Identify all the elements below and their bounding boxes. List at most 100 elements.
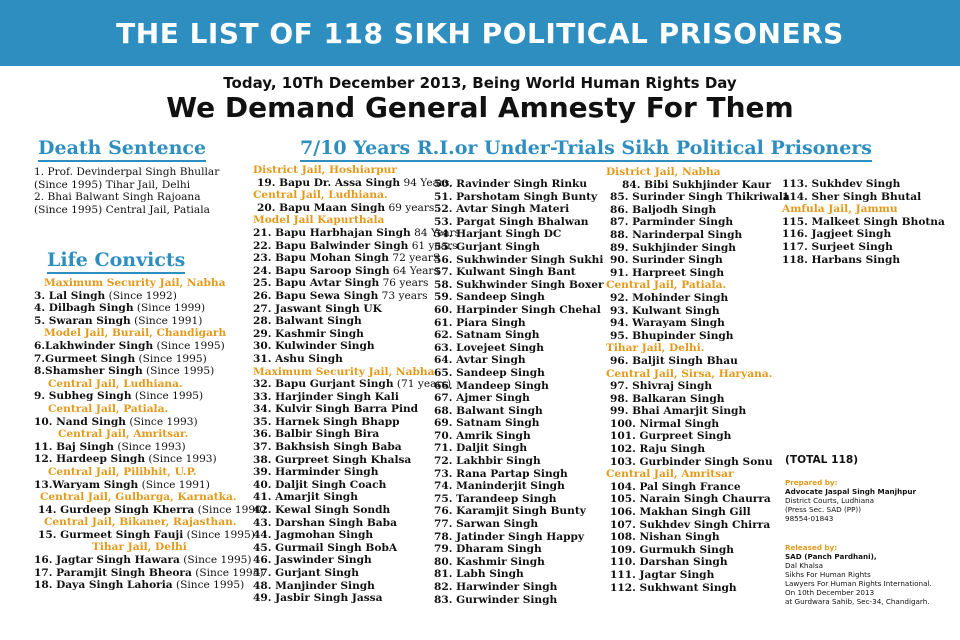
list-item: 45. Gurmail Singh BobA [253, 542, 460, 555]
prisoner-note: 76 years [379, 277, 429, 290]
list-item: 112. Sukhwant Singh [606, 582, 790, 595]
prisoner-note: 72 yearS [388, 252, 441, 265]
prisoner-name: 99. Bhai Amarjit Singh [610, 405, 747, 418]
jail-name: Central Jail, Ludhiana. [253, 189, 388, 202]
list-item: 110. Darshan Singh [606, 556, 790, 569]
prisoner-name: 37. Bakhsish Singh Baba [253, 441, 402, 454]
list-item: 48. Manjinder Singh [253, 580, 460, 593]
list-item: 71. Daljit Singh [434, 442, 604, 455]
list-item: 96. Baljit Singh Bhau [606, 355, 790, 368]
list-item: 41. Amarjit Singh [253, 491, 460, 504]
prisoner-name: 16. Jagtar Singh Hawara [34, 554, 180, 567]
prisoner-name: 40. Daljit Singh Coach [253, 478, 387, 491]
list-item: 66. Mandeep Singh [434, 380, 604, 393]
list-item: 100. Nirmal Singh [606, 418, 790, 431]
prisoner-name: 81. Labh Singh [434, 568, 524, 581]
jail-heading: Amfula Jail, Jammu [782, 203, 945, 216]
list-item: 20. Bapu Maan Singh 69 years. [253, 202, 460, 215]
prisoner-name: 101. Gurpreet Singh [610, 430, 732, 443]
prisoner-name: 61. Piara Singh [434, 316, 526, 329]
prisoner-name: 111. Jagtar Singh [610, 569, 715, 581]
jail-name: Maximum Security Jail, Nabha [253, 365, 435, 378]
jail-name: Model Jail, Burail, Chandigarh [44, 327, 227, 340]
jail-name: Tihar Jail, Delhi [92, 541, 187, 554]
prisoner-name: 47. Gurjant Singh [253, 567, 359, 579]
list-item: 75. Tarandeep Singh [434, 493, 604, 506]
list-item: 51. Parshotam Singh Bunty [434, 191, 604, 204]
prisoner-name: 10. Nand Singh [34, 415, 126, 428]
prisoner-name: 64. Avtar Singh [434, 354, 526, 367]
prisoner-note: (Since 1991) [130, 314, 203, 327]
list-item: 5. Swaran Singh (Since 1991) [34, 315, 266, 328]
prepared-line: Advocate Jaspal Singh Manjhpur [785, 487, 917, 496]
prisoner-name: 41. Amarjit Singh [253, 491, 358, 504]
list-item: 22. Bapu Balwinder Singh 61 years [253, 240, 460, 253]
list-item: 62. Satnam Singh [434, 329, 604, 342]
prisoner-note: (Since 1990) [194, 503, 266, 516]
prisoner-name: 46. Jaswinder Singh [253, 554, 372, 567]
jail-name: Central Jail, Bikaner, Rajasthan. [44, 516, 237, 529]
jail-heading: Tihar Jail, Delhi. [606, 342, 790, 355]
list-item: 80. Kashmir Singh [434, 556, 604, 569]
list-item: 103. Gurbinder Singh Sonu [606, 456, 790, 469]
prisoner-name: 110. Darshan Singh [610, 556, 728, 569]
released-line: Dal Khalsa [785, 561, 824, 570]
list-item: 9. Subheg Singh (Since 1995) [34, 390, 266, 403]
list-item: 21. Bapu Harbhajan Singh 84 Years [253, 227, 460, 240]
prisoner-note: (Since 1995) [183, 528, 255, 541]
prisoner-name: 70. Amrik Singh [434, 429, 531, 442]
list-item: (Since 1995) Tihar Jail, Delhi [34, 179, 219, 192]
list-item: 49. Jasbir Singh Jassa [253, 592, 460, 605]
list-item: 12. Hardeep Singh (Since 1993) [34, 453, 266, 466]
list-item: 102. Raju Singh [606, 443, 790, 456]
prepared-line: 98554-01843 [785, 514, 834, 523]
prisoner-name: 56. Sukhwinder Singh Sukhi [434, 253, 604, 266]
prisoner-name: 90. Surinder Singh [610, 254, 723, 267]
list-item: 10. Nand Singh (Since 1993) [34, 416, 266, 429]
prisoner-name: 74. Maninderjit Singh [434, 480, 565, 493]
prisoner-name: 78. Jatinder Singh Happy [434, 530, 585, 543]
list-item: 65. Sandeep Singh [434, 367, 604, 380]
list-item: 64. Avtar Singh [434, 354, 604, 367]
prisoner-name: 15. Gurmeet Singh Fauji [38, 528, 184, 541]
list-item: 115. Malkeet Singh Bhotna [782, 216, 945, 229]
prisoner-name: 94. Warayam Singh [610, 317, 725, 330]
prisoner-note: (Since 1993) [145, 453, 217, 466]
list-item: 72. Lakhbir Singh [434, 455, 604, 468]
list-item: 69. Satnam Singh [434, 417, 604, 430]
prisoner-name: 105. Narain Singh Chaurra [610, 493, 771, 506]
prisoner-name: 27. Jaswant Singh UK [253, 302, 382, 315]
prisoner-name: 48. Manjinder Singh [253, 579, 375, 592]
list-item: 117. Surjeet Singh [782, 241, 945, 254]
list-item: 1. Prof. Devinderpal Singh Bhullar [34, 166, 219, 179]
prisoner-name: 80. Kashmir Singh [434, 555, 545, 568]
list-item: 2. Bhai Balwant Singh Rajoana [34, 191, 219, 204]
list-item: 43. Darshan Singh Baba [253, 517, 460, 530]
released-line: SAD (Panch Pardhani), [785, 552, 877, 561]
prisoner-name: 32. Bapu Gurjant Singh [253, 378, 394, 391]
jail-heading: Tihar Jail, Delhi [34, 541, 266, 554]
prisoner-note: (Since 1995) [172, 579, 245, 592]
prisoner-name: 49. Jasbir Singh Jassa [253, 592, 383, 605]
list-item: 42. Kewal Singh Sondh [253, 504, 460, 517]
prisoner-name: 38. Gurpreet Singh Khalsa [253, 453, 412, 466]
prisoner-note: (Since 1993) [113, 440, 186, 453]
prisoner-note: (Since 1995) [179, 554, 252, 567]
prisoner-name: 62. Satnam Singh [434, 329, 540, 342]
prisoner-name: 73. Rana Partap Singh [434, 467, 568, 480]
list-item: 99. Bhai Amarjit Singh [606, 405, 790, 418]
prisoner-name: 5. Swaran Singh [34, 314, 131, 327]
list-item: 57. Kulwant Singh Bant [434, 266, 604, 279]
list-item: 52. Avtar Singh Materi [434, 203, 604, 216]
prisoner-name: 100. Nirmal Singh [610, 417, 720, 430]
life-convicts-heading: Life Convicts [47, 249, 186, 274]
list-item: 106. Makhan Singh Gill [606, 506, 790, 519]
released-line: at Gurdwara Sahib, Sec-34, Chandigarh. [785, 597, 930, 606]
prisoner-name: 44. Jagmohan Singh [253, 529, 374, 542]
prisoner-name: 42. Kewal Singh Sondh [253, 504, 391, 517]
list-item: 73. Rana Partap Singh [434, 468, 604, 481]
death-sentence-list: 1. Prof. Devinderpal Singh Bhullar (Since… [34, 166, 219, 216]
list-item: 36. Balbir Singh Bira [253, 428, 460, 441]
list-item: 50. Ravinder Singh Rinku [434, 178, 604, 191]
list-item: 68. Balwant Singh [434, 405, 604, 418]
